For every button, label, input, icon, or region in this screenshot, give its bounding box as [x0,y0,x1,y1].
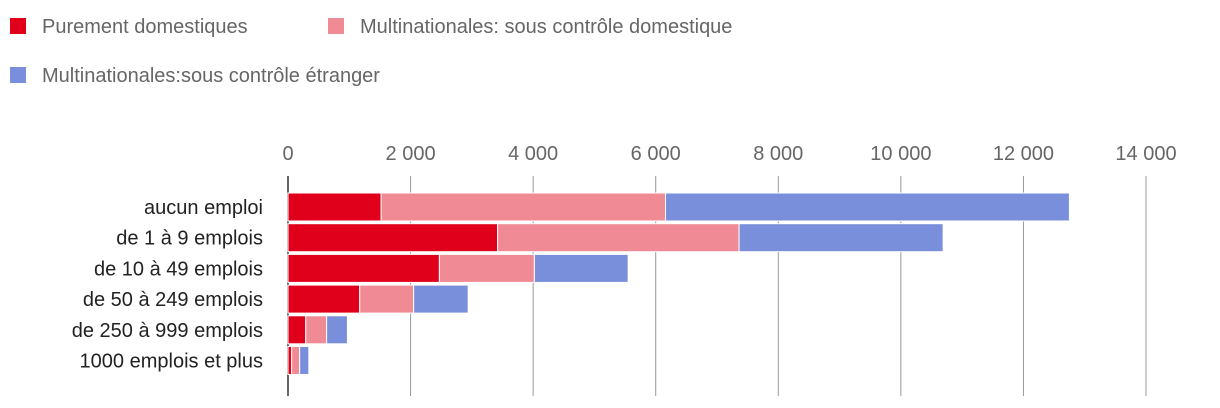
x-tick-label: 14 000 [1115,143,1176,165]
category-label: de 10 à 49 emplois [94,258,263,280]
legend-swatch-1 [10,18,26,34]
legend: Purement domestiques Multinationales: sou… [10,16,732,87]
legend-label-2: Multinationales: sous contrôle domestiqu… [360,16,732,38]
category-label: de 1 à 9 emplois [116,228,263,250]
bar-segment [287,253,440,283]
bar-segment [665,192,1070,222]
bar-segment [287,223,499,253]
category-label: 1000 emplois et plus [80,351,263,373]
legend-label-1: Purement domestiques [42,16,248,38]
bars [287,192,1070,375]
bar-segment [738,223,944,253]
bar-segment [287,346,293,375]
category-label: aucun emploi [144,197,263,219]
bar-segment [359,284,415,314]
x-tick-label: 8 000 [753,143,803,165]
category-label: de 50 à 249 emplois [83,289,263,311]
bar-segment [287,192,382,222]
bar-segment [299,346,310,375]
bar-segment [305,315,328,345]
category-label: de 250 à 999 emplois [72,320,263,342]
bar-segment [287,284,361,314]
legend-swatch-2 [328,18,344,34]
bar-segment [438,253,535,283]
bar-segment [287,315,307,345]
legend-label-3: Multinationales:sous contrôle étranger [42,65,380,87]
bar-segment [380,192,667,222]
x-axis-tick-labels: 0 2 000 4 000 6 000 8 000 10 000 12 000 14 000 [282,143,1176,165]
bar-segment [497,223,740,253]
bar-segment [533,253,629,283]
y-axis-category-labels: aucun emploi de 1 à 9 emplois de 10 à 49 e… [72,197,263,373]
x-tick-label: 4 000 [508,143,558,165]
bar-segment [291,346,301,375]
x-tick-label: 10 000 [870,143,931,165]
x-tick-label: 12 000 [993,143,1054,165]
x-tick-label: 0 [282,143,293,165]
bar-segment [326,315,348,345]
bar-segment [413,284,469,314]
x-tick-label: 6 000 [631,143,681,165]
x-tick-label: 2 000 [386,143,436,165]
legend-swatch-3 [10,67,26,83]
